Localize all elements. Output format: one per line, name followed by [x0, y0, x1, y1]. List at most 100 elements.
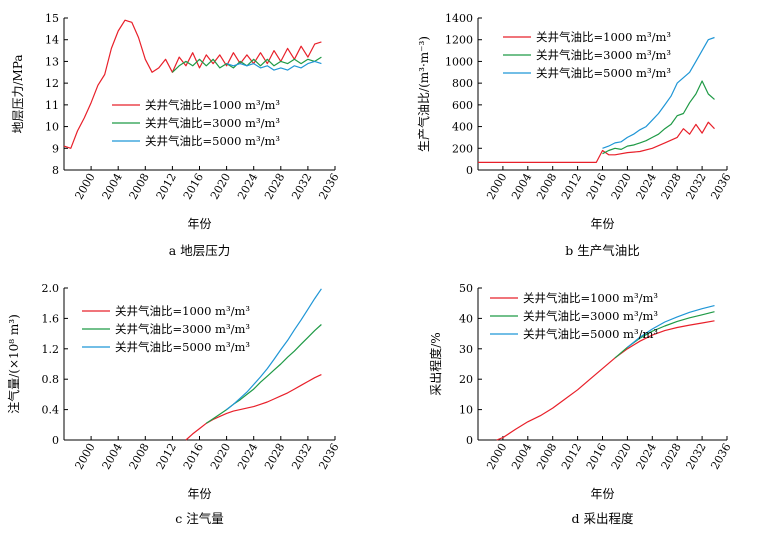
y-tick-label: 1400: [445, 12, 473, 25]
x-tick-label: 2032: [683, 171, 708, 202]
x-tick-label: 2032: [289, 441, 314, 472]
y-tick-label: 40: [459, 312, 473, 325]
x-tick-label: 2016: [181, 441, 206, 472]
x-axis-label: 年份: [590, 217, 614, 231]
x-tick-label: 2004: [100, 171, 125, 202]
x-tick-label: 2028: [262, 171, 287, 202]
x-tick-label: 2036: [708, 441, 733, 472]
legend-label: 关井气油比=1000 m³/m³: [115, 304, 250, 318]
legend-label: 关井气油比=5000 m³/m³: [145, 134, 280, 148]
y-tick-label: 0.8: [42, 373, 60, 386]
x-tick-label: 2020: [609, 171, 634, 202]
legend-label: 关井气油比=3000 m³/m³: [536, 48, 671, 62]
y-tick-label: 10: [45, 121, 59, 134]
x-tick-label: 2024: [235, 441, 260, 472]
x-tick-label: 2024: [235, 171, 260, 202]
legend-label: 关井气油比=3000 m³/m³: [115, 322, 250, 336]
y-tick-label: 400: [452, 121, 473, 134]
x-tick-label: 2020: [208, 171, 233, 202]
series-line-3: [226, 60, 322, 71]
x-tick-label: 2008: [127, 171, 152, 202]
x-tick-label: 2024: [634, 171, 659, 202]
x-tick-label: 2012: [559, 171, 584, 202]
x-tick-label: 2008: [534, 171, 559, 202]
x-tick-label: 2004: [509, 441, 534, 472]
y-axis-label: 采出程度/%: [428, 332, 443, 395]
x-tick-label: 2020: [609, 441, 634, 472]
x-tick-label: 2036: [708, 171, 733, 202]
y-tick-label: 8: [52, 164, 59, 177]
series-line-3: [226, 288, 322, 411]
panel-caption: a 地层压力: [169, 243, 230, 258]
y-tick-label: 600: [452, 99, 473, 112]
x-tick-label: 2028: [659, 441, 684, 472]
series-line-3: [627, 305, 715, 348]
y-tick-label: 200: [452, 142, 473, 155]
x-tick-label: 2016: [181, 171, 206, 202]
legend-label: 关井气油比=5000 m³/m³: [115, 340, 250, 354]
x-tick-label: 2012: [559, 441, 584, 472]
x-tick-label: 2000: [72, 441, 97, 472]
y-tick-label: 15: [45, 12, 59, 25]
series-line-3: [602, 36, 715, 149]
y-tick-label: 800: [452, 77, 473, 90]
x-axis-label: 年份: [590, 487, 614, 501]
y-tick-label: 0: [466, 434, 473, 447]
x-tick-label: 2024: [634, 441, 659, 472]
x-tick-label: 2000: [484, 441, 509, 472]
x-tick-label: 2036: [316, 441, 341, 472]
y-tick-label: 1200: [445, 34, 473, 47]
panel-caption: c 注气量: [175, 511, 223, 526]
x-tick-label: 2008: [534, 441, 559, 472]
y-tick-label: 9: [52, 142, 59, 155]
y-tick-label: 10: [459, 404, 473, 417]
panel-caption: b 生产气油比: [565, 243, 639, 258]
legend-label: 关井气油比=3000 m³/m³: [145, 116, 280, 130]
x-tick-label: 2028: [659, 171, 684, 202]
x-tick-label: 2032: [289, 171, 314, 202]
legend-label: 关井气油比=5000 m³/m³: [536, 66, 671, 80]
y-tick-label: 2.0: [42, 282, 60, 295]
legend-label: 关井气油比=1000 m³/m³: [523, 291, 658, 305]
y-tick-label: 0.4: [42, 404, 60, 417]
legend-label: 关井气油比=3000 m³/m³: [523, 309, 658, 323]
legend-label: 关井气油比=5000 m³/m³: [523, 327, 658, 341]
x-tick-label: 2008: [127, 441, 152, 472]
y-tick-label: 20: [459, 373, 473, 386]
series-line-1: [478, 121, 715, 163]
x-tick-label: 2036: [316, 171, 341, 202]
series-line-1: [496, 320, 715, 441]
x-tick-label: 2016: [584, 171, 609, 202]
x-tick-label: 2000: [72, 171, 97, 202]
series-line-1: [63, 19, 322, 149]
legend-label: 关井气油比=1000 m³/m³: [145, 98, 280, 112]
x-tick-label: 2020: [208, 441, 233, 472]
legend-label: 关井气油比=1000 m³/m³: [536, 30, 671, 44]
y-tick-label: 30: [459, 343, 473, 356]
y-tick-label: 12: [45, 77, 59, 90]
series-line-2: [602, 80, 715, 155]
y-tick-label: 0: [466, 164, 473, 177]
x-tick-label: 2000: [484, 171, 509, 202]
x-tick-label: 2004: [100, 441, 125, 472]
y-axis-label: 地层压力/MPa: [11, 54, 25, 133]
series-line-2: [171, 56, 322, 73]
x-tick-label: 2004: [509, 171, 534, 202]
y-tick-label: 11: [45, 99, 59, 112]
x-tick-label: 2012: [154, 171, 179, 202]
panel-c: 0 0.4 0.8 1.2 1.6 2.0 2000 2004 2008 2012 2016 2020…: [6, 282, 342, 526]
y-tick-label: 50: [459, 282, 473, 295]
panel-caption: d 采出程度: [572, 511, 634, 526]
y-tick-label: 0: [52, 434, 59, 447]
y-tick-label: 14: [45, 34, 59, 47]
y-axis-label: 生产气油比/(m³·m⁻³): [416, 36, 431, 152]
x-axis-label: 年份: [187, 217, 211, 231]
x-tick-label: 2016: [584, 441, 609, 472]
y-tick-label: 1.2: [42, 343, 60, 356]
y-tick-label: 13: [45, 55, 59, 68]
y-axis-label: 注气量/(×10⁸ m³): [6, 314, 21, 414]
